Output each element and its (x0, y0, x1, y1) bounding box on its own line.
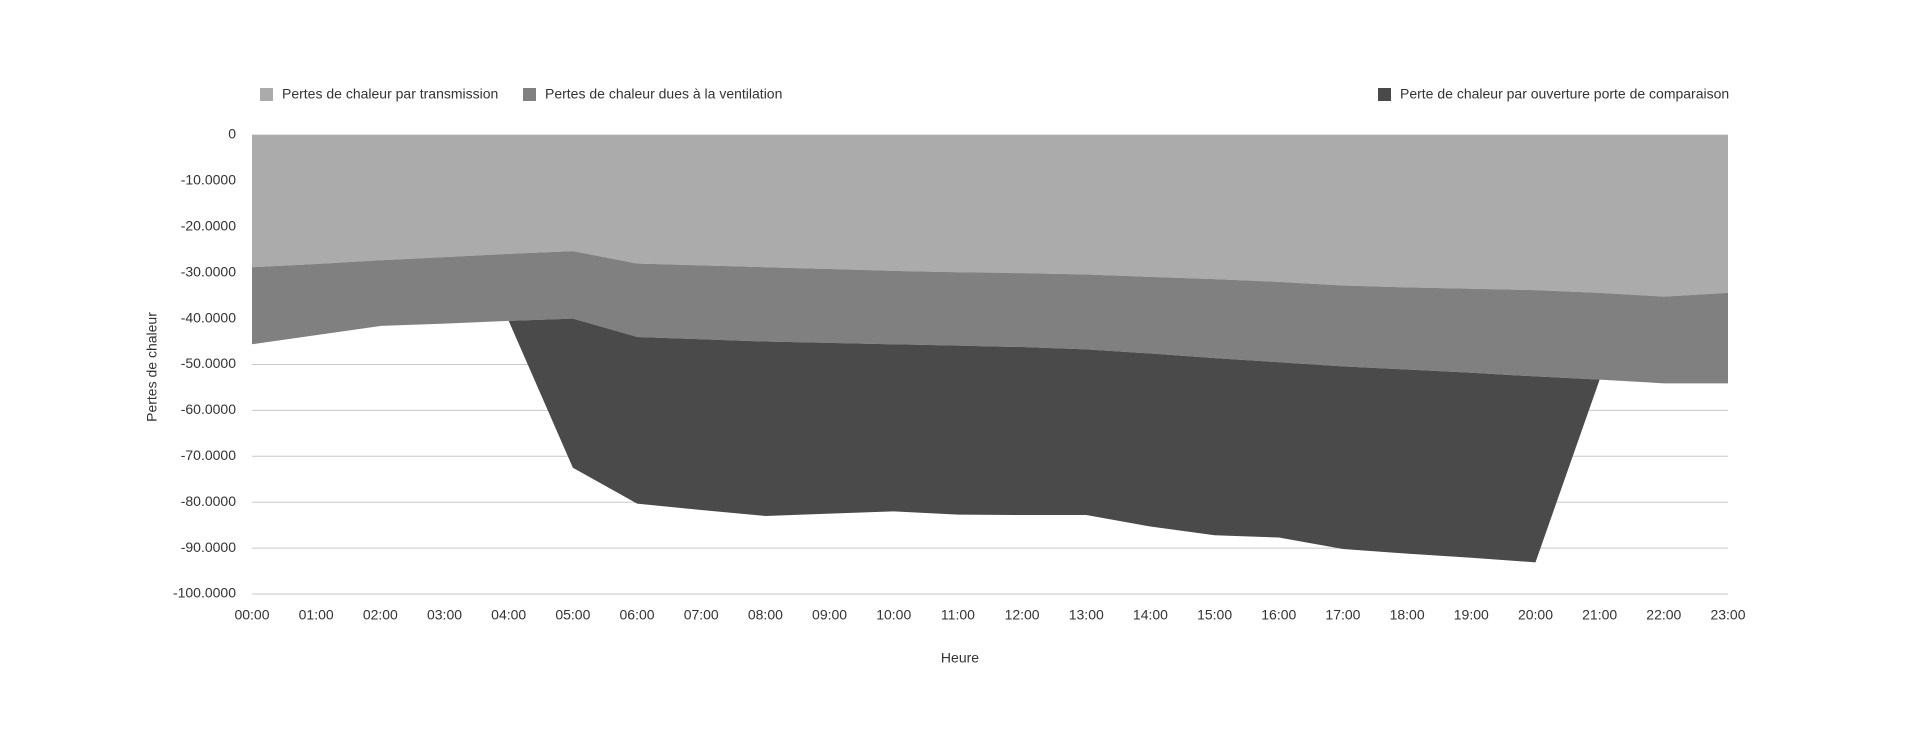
x-tick-label: 10:00 (876, 607, 911, 623)
area (252, 318, 1728, 563)
x-tick-label: 23:00 (1710, 607, 1745, 623)
x-tick-label: 12:00 (1005, 607, 1040, 623)
y-tick-label: -30.0000 (181, 263, 236, 279)
legend-label: Pertes de chaleur dues à la ventilation (545, 86, 782, 102)
x-tick-label: 15:00 (1197, 607, 1232, 623)
x-tick-label: 21:00 (1582, 607, 1617, 623)
x-tick-label: 01:00 (299, 607, 334, 623)
x-tick-label: 17:00 (1325, 607, 1360, 623)
legend-swatch (260, 88, 273, 101)
x-tick-label: 04:00 (491, 607, 526, 623)
y-tick-label: -80.0000 (181, 493, 236, 509)
legend-swatch (1378, 88, 1391, 101)
y-tick-label: -100.0000 (173, 585, 236, 601)
x-tick-label: 13:00 (1069, 607, 1104, 623)
y-tick-label: -10.0000 (181, 172, 236, 188)
y-tick-label: 0 (228, 126, 236, 142)
x-tick-label: 09:00 (812, 607, 847, 623)
x-tick-label: 14:00 (1133, 607, 1168, 623)
y-tick-label: -20.0000 (181, 218, 236, 234)
y-tick-label: -70.0000 (181, 447, 236, 463)
x-tick-label: 16:00 (1261, 607, 1296, 623)
x-tick-label: 07:00 (684, 607, 719, 623)
x-tick-label: 00:00 (234, 607, 269, 623)
x-tick-label: 22:00 (1646, 607, 1681, 623)
y-axis-label: Pertes de chaleur (144, 312, 160, 422)
x-tick-label: 08:00 (748, 607, 783, 623)
area (252, 135, 1728, 297)
x-tick-label: 11:00 (941, 607, 975, 623)
legend-label: Pertes de chaleur par transmission (282, 86, 498, 102)
y-tick-label: -90.0000 (181, 539, 236, 555)
x-tick-label: 03:00 (427, 607, 462, 623)
legend-label: Perte de chaleur par ouverture porte de … (1400, 86, 1729, 102)
x-tick-label: 18:00 (1390, 607, 1425, 623)
area (252, 251, 1728, 384)
x-tick-label: 20:00 (1518, 607, 1553, 623)
legend-swatch (523, 88, 536, 101)
y-tick-label: -40.0000 (181, 309, 236, 325)
x-tick-label: 05:00 (555, 607, 590, 623)
y-tick-label: -60.0000 (181, 401, 236, 417)
x-tick-label: 06:00 (620, 607, 655, 623)
x-axis-label: Heure (941, 650, 979, 666)
x-tick-label: 19:00 (1454, 607, 1489, 623)
x-tick-label: 02:00 (363, 607, 398, 623)
y-tick-label: -50.0000 (181, 355, 236, 371)
